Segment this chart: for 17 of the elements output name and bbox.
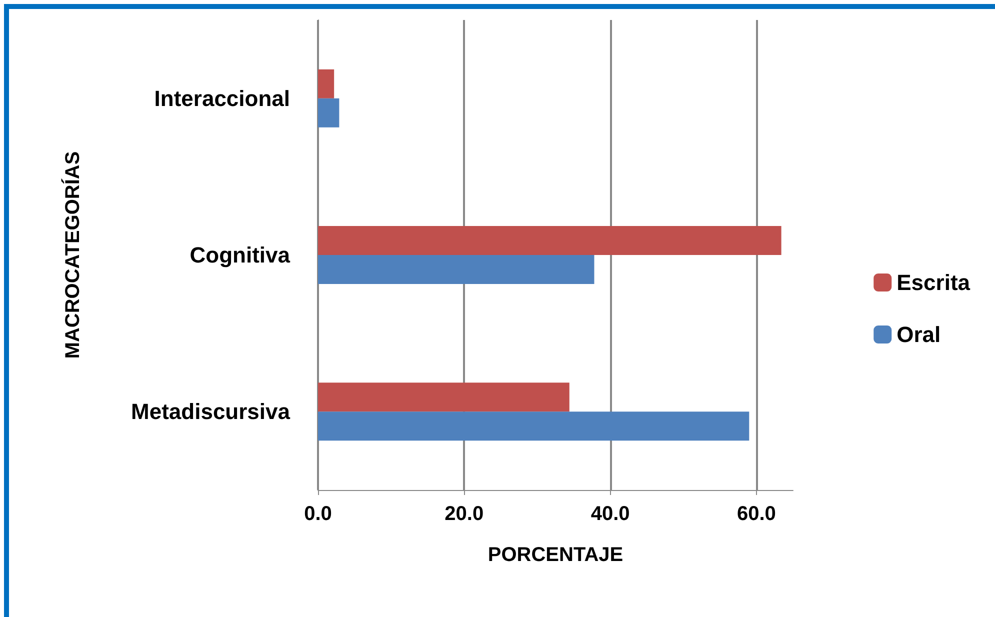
x-tick-label: 60.0 xyxy=(736,503,776,525)
x-tick-label: 20.0 xyxy=(444,503,484,525)
y-tick-label: Cognitiva xyxy=(190,242,291,268)
bar xyxy=(318,382,570,412)
y-tick-label: Interaccional xyxy=(154,86,290,111)
y-tick-label: Metadiscursiva xyxy=(131,399,291,424)
bar xyxy=(318,412,750,441)
y-axis-title: MACROCATEGORÍAS xyxy=(61,151,84,359)
bar xyxy=(318,226,782,255)
x-tick-label: 40.0 xyxy=(590,503,630,525)
legend-label: Oral xyxy=(896,322,941,347)
legend-label: Escrita xyxy=(896,270,971,295)
x-tick-label: 0.0 xyxy=(304,503,332,525)
bar xyxy=(318,255,594,284)
bar xyxy=(318,69,334,98)
x-axis-title: PORCENTAJE xyxy=(488,544,624,566)
bar xyxy=(318,98,340,128)
